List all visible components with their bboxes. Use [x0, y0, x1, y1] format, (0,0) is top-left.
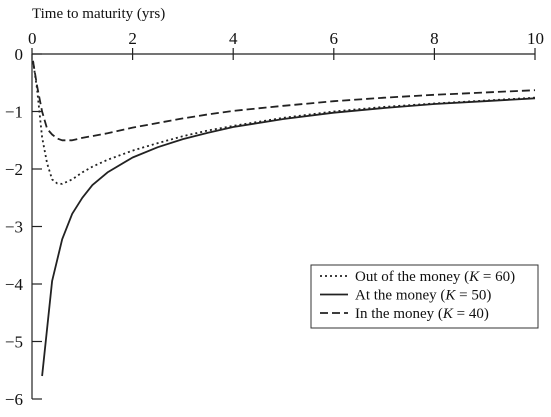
axes: 0 2 4 6 8 10 0 −1 −2 −3 −4 −5 −6: [5, 29, 544, 409]
x-axis-title: Time to maturity (yrs): [32, 6, 165, 22]
y-tick-label: −1: [5, 103, 23, 122]
x-tick-label: 10: [527, 29, 544, 48]
legend-entry-label: In the money (K = 40): [355, 306, 489, 322]
y-tick-label: −4: [5, 275, 24, 294]
x-tick-label: 8: [430, 29, 439, 48]
y-tick-label: −3: [5, 218, 23, 237]
x-tick-label: 2: [128, 29, 137, 48]
x-tick-label: 4: [229, 29, 238, 48]
series-line-dashed: [32, 60, 536, 142]
x-tick-label: 6: [330, 29, 339, 48]
series-lines: [32, 60, 536, 377]
legend-entry-label: At the money (K = 50): [355, 288, 491, 304]
y-tick-label: 0: [15, 45, 24, 64]
series-line-solid: [41, 97, 536, 377]
x-tick-label: 0: [28, 29, 37, 48]
y-tick-label: −5: [5, 333, 23, 352]
legend: Out of the money (K = 60) At the money (K…: [310, 264, 539, 329]
legend-entry-label: Out of the money (K = 60): [355, 269, 515, 285]
legend-box: [310, 264, 539, 329]
series-line-dotted: [32, 60, 536, 185]
y-tick-label: −6: [5, 390, 23, 409]
y-tick-label: −2: [5, 160, 23, 179]
